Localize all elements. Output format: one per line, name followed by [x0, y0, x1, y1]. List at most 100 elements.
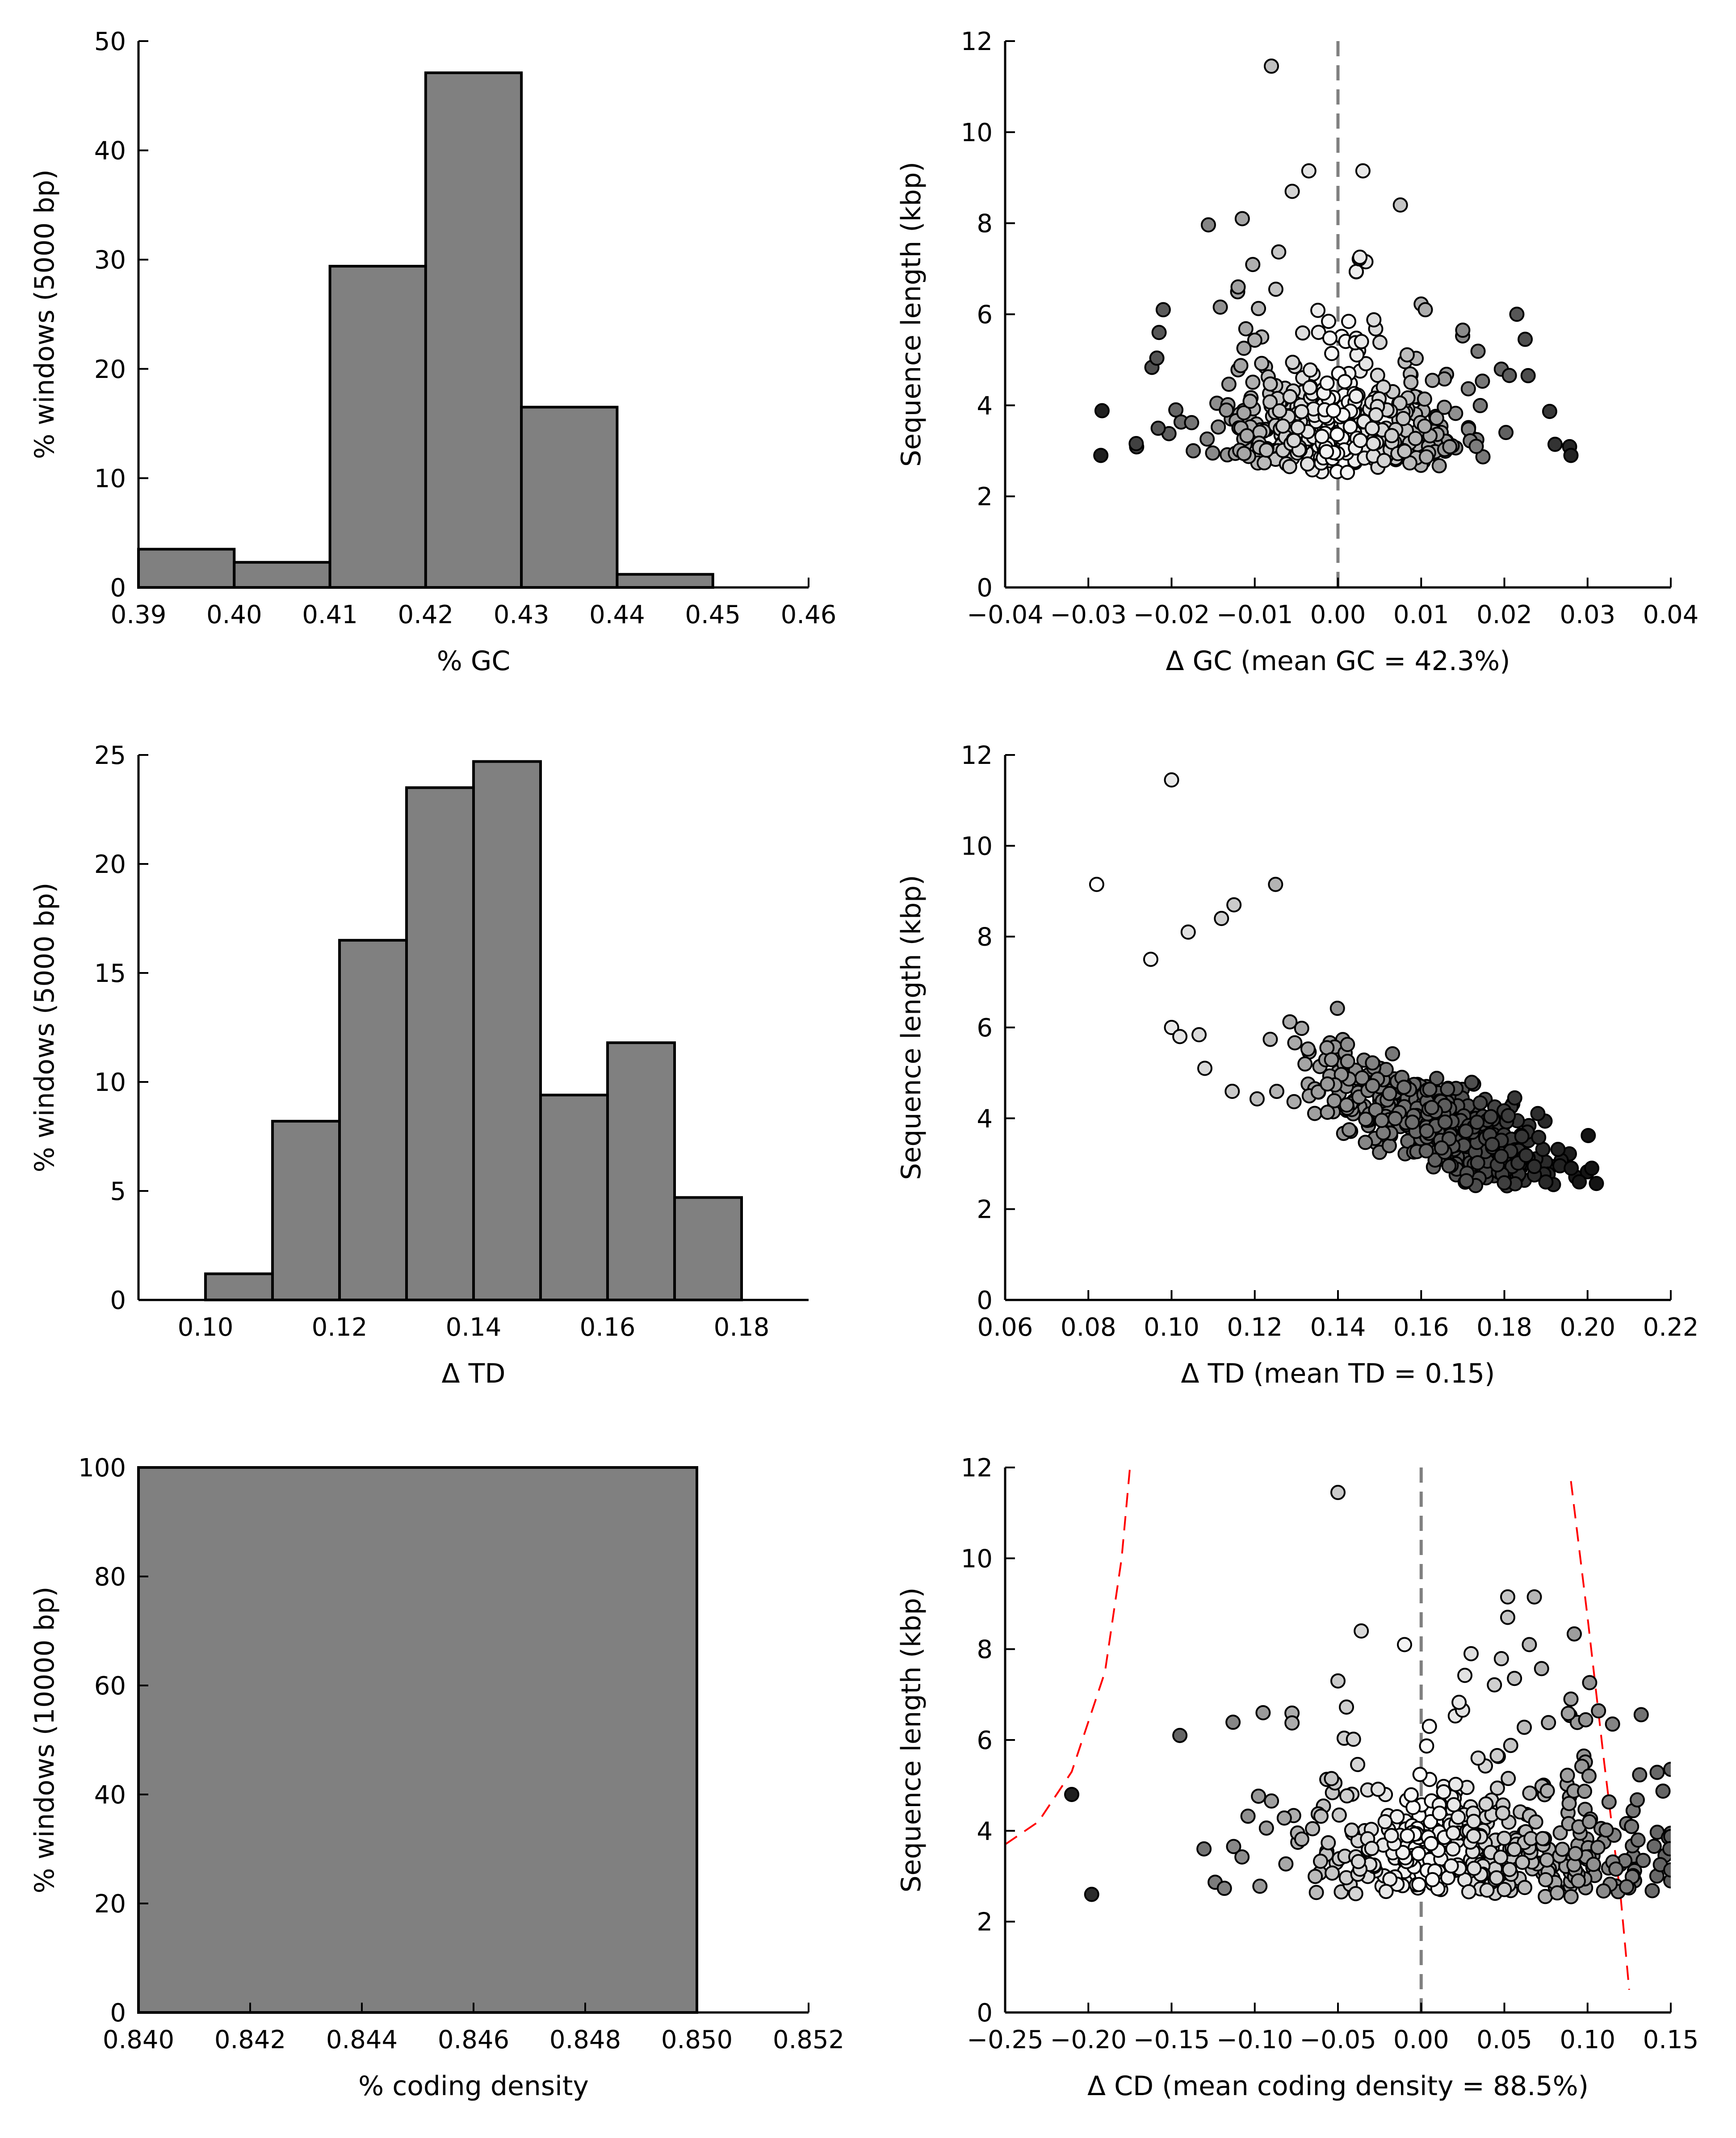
scatter-point: [1155, 302, 1171, 318]
scatter-point: [1501, 368, 1517, 383]
x-axis-title: Δ TD (mean TD = 0.15): [1181, 1358, 1495, 1389]
scatter-point: [1514, 1129, 1530, 1144]
scatter-point: [1535, 1831, 1551, 1846]
scatter-point: [1278, 1856, 1294, 1872]
bars: [137, 1466, 698, 2014]
scatter-point: [1200, 217, 1216, 233]
scatter-point: [1422, 1082, 1438, 1097]
y-tick-label: 10: [961, 1544, 993, 1573]
scatter-point: [1255, 1705, 1271, 1720]
y-tick-label: 2: [977, 482, 993, 511]
scatter-point: [1216, 1881, 1232, 1896]
x-tick-label: 0.840: [103, 2025, 174, 2054]
scatter-point: [1247, 332, 1262, 348]
scatter-point: [1663, 1829, 1671, 1845]
histogram-bar: [137, 548, 236, 589]
scatter-point: [1236, 446, 1252, 461]
scatter-point: [1500, 1589, 1515, 1605]
scatter-point: [1633, 1707, 1649, 1723]
y-tick-label: 40: [94, 1781, 126, 1810]
scatter-point: [1405, 1799, 1421, 1815]
scatter-point: [1630, 1832, 1646, 1848]
scatter-point: [1568, 1846, 1583, 1861]
y-tick-label: 8: [977, 210, 993, 239]
scatter-point: [1566, 1626, 1582, 1642]
scatter-point: [1264, 1793, 1279, 1809]
scatter-point: [1489, 1870, 1504, 1886]
scatter-point: [1287, 1035, 1303, 1051]
scatter-point: [1230, 279, 1246, 295]
scatter-point: [1517, 1880, 1533, 1895]
scatter-point: [1530, 1106, 1546, 1121]
scatter-point: [1493, 1849, 1509, 1865]
scatter-point: [1408, 431, 1423, 446]
x-tick-label: 0.842: [214, 2025, 286, 2054]
scatter-point: [1577, 1783, 1592, 1799]
scatter-point: [1497, 1175, 1512, 1191]
x-tick-label: −0.01: [1216, 600, 1293, 629]
scatter-point: [1503, 1738, 1518, 1753]
x-tick-label: 0.39: [111, 600, 167, 629]
scatter-point: [1350, 1854, 1366, 1870]
y-tick-label: 20: [94, 1890, 126, 1919]
scatter-point: [1663, 1862, 1671, 1878]
scatter-point: [1570, 1873, 1586, 1889]
scatter-point: [1560, 1706, 1576, 1721]
scatter-point: [1372, 335, 1388, 350]
axes: 0 5 10 15 20 25 0.10 0.12 0.14 0.16 0.18 Δ TD % wind…: [29, 741, 809, 1389]
scatter-point: [1330, 1484, 1346, 1500]
scatter-point: [1364, 420, 1380, 436]
scatter-point: [1458, 1123, 1474, 1139]
scatter-point: [1239, 428, 1255, 444]
scatter-point: [1064, 1787, 1079, 1802]
y-tick-label: 80: [94, 1563, 126, 1592]
y-tick-label: 100: [78, 1454, 126, 1483]
scatter-point: [1425, 373, 1440, 388]
scatter-point: [1330, 1673, 1346, 1689]
scatter-point: [1469, 1115, 1485, 1130]
x-tick-label: 0.14: [1310, 1313, 1366, 1342]
scatter-point: [1423, 1814, 1438, 1830]
x-axis-title: Δ CD (mean coding density = 88.5%): [1087, 2071, 1589, 2102]
scatter-point: [1619, 1879, 1635, 1895]
scatter-point: [1282, 1014, 1298, 1030]
scatter-point: [1470, 1155, 1485, 1170]
x-tick-label: −0.02: [1133, 600, 1210, 629]
scatter-point: [1403, 374, 1419, 390]
y-tick-label: 10: [961, 118, 993, 147]
scatter-point: [1466, 1828, 1481, 1844]
scatter-point: [1581, 1128, 1596, 1143]
scatter-point: [1528, 1814, 1543, 1830]
scatter-point: [1094, 403, 1110, 419]
x-tick-label: 0.02: [1476, 600, 1532, 629]
scatter-point: [1251, 301, 1266, 316]
scatter-point: [1446, 1797, 1462, 1813]
x-tick-label: −0.04: [967, 600, 1044, 629]
scatter-point: [1381, 1138, 1397, 1153]
histogram-bar: [539, 1094, 609, 1302]
scatter-point: [1441, 1158, 1457, 1174]
scatter-point: [1264, 59, 1279, 74]
bound-curve-right: [1570, 1481, 1630, 1990]
histogram-bar: [338, 939, 408, 1302]
scatter-point: [1180, 924, 1196, 940]
scatter-point: [1502, 1861, 1518, 1877]
scatter-point: [1423, 1836, 1439, 1851]
scatter-point: [1440, 1082, 1455, 1097]
scatter-point: [1382, 1086, 1397, 1102]
scatter-point: [1211, 419, 1226, 435]
scatter-point: [1601, 1794, 1617, 1810]
scatter-point: [1249, 1091, 1265, 1107]
histogram-bar: [472, 760, 542, 1301]
scatter-point: [1268, 281, 1283, 297]
x-axis-title: Δ GC (mean GC = 42.3%): [1166, 646, 1510, 677]
scatter-point: [1262, 394, 1278, 410]
scatter-point: [1526, 1589, 1542, 1605]
x-tick-label: 0.20: [1560, 1313, 1615, 1342]
scatter-point: [1487, 1677, 1502, 1693]
x-tick-label: −0.20: [1050, 2025, 1127, 2054]
scatter-point: [1392, 197, 1408, 213]
scatter-point: [1212, 299, 1228, 315]
scatter-point: [1312, 1853, 1328, 1869]
scatter-point: [1214, 911, 1229, 926]
